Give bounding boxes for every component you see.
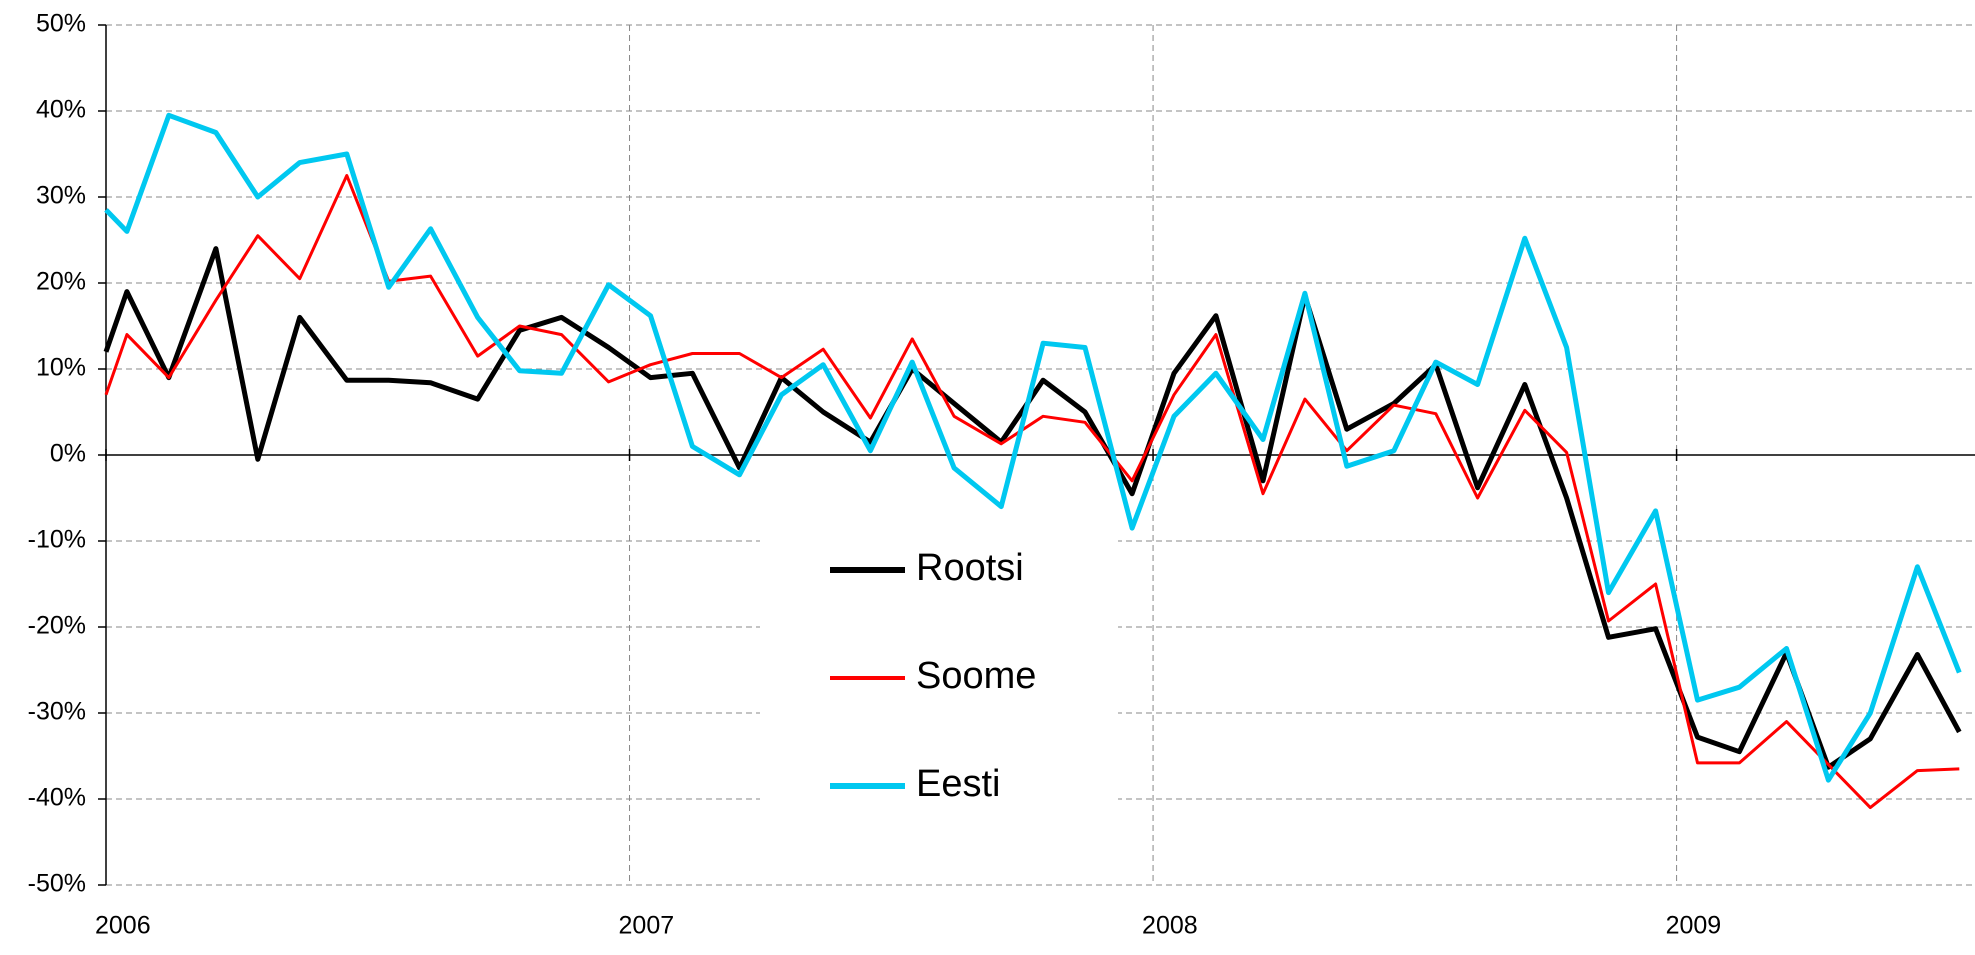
- y-tick-label: 30%: [36, 182, 86, 210]
- legend-background: [760, 530, 1118, 805]
- y-tick-label: 0%: [50, 440, 86, 468]
- legend-label: Soome: [916, 655, 1036, 697]
- series-line: [103, 246, 1962, 770]
- y-tick-label: 40%: [36, 96, 86, 124]
- y-tick-label: 20%: [36, 268, 86, 296]
- x-tick-label: 2008: [1142, 912, 1198, 940]
- legend-label: Eesti: [916, 763, 1000, 805]
- y-tick-label: 50%: [36, 10, 86, 38]
- x-tick-label: 2007: [619, 912, 675, 940]
- y-tick-label: -10%: [28, 526, 86, 554]
- y-tick-label: -20%: [28, 612, 86, 640]
- x-tick-label: 2009: [1666, 912, 1722, 940]
- series-line: [104, 112, 1962, 783]
- y-tick-label: 10%: [36, 354, 86, 382]
- y-tick-label: -50%: [28, 870, 86, 898]
- y-tick-label: -30%: [28, 698, 86, 726]
- x-tick-label: 2006: [95, 912, 151, 940]
- legend-label: Rootsi: [916, 547, 1024, 589]
- y-tick-label: -40%: [28, 784, 86, 812]
